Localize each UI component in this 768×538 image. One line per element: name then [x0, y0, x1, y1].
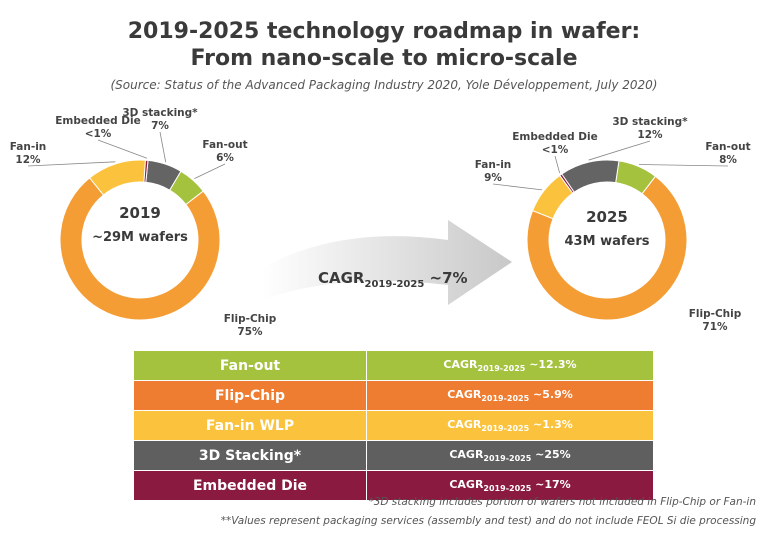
slice-pct-2019-flip-chip: 75% [237, 326, 263, 338]
cagr-row-value: CAGR2019-2025 ~25% [366, 440, 654, 471]
chart-title-line-2: From nano-scale to micro-scale [190, 46, 578, 71]
slice-name-2019-fan-in: Fan-in [10, 141, 47, 153]
slice-pct-2025-embedded-die: <1% [542, 144, 569, 156]
leader-line-2019-fan-out [194, 163, 226, 179]
arrow-cagr-label: CAGR2019-2025 ~7% [318, 269, 468, 290]
cagr-row-flip-chip: Flip-Chip CAGR2019-2025 ~5.9% [133, 380, 654, 411]
slice-pct-2025-3d-stacking: 12% [637, 129, 663, 141]
cagr-row-fan-in-wlp: Fan-in WLP CAGR2019-2025 ~1.3% [133, 410, 654, 441]
chart-title-line-1: 2019-2025 technology roadmap in wafer: [127, 19, 641, 44]
source-note: (Source: Status of the Advanced Packagin… [110, 78, 658, 92]
cagr-row-3d-stacking: 3D Stacking* CAGR2019-2025 ~25% [133, 440, 654, 471]
slice-pct-2025-fan-out: 8% [719, 154, 737, 166]
slice-name-2019-3d-stacking: 3D stacking* [122, 107, 198, 119]
footnote-values: **Values represent packaging services (a… [220, 515, 756, 527]
cagr-row-value: CAGR2019-2025 ~12.3% [366, 350, 654, 381]
leader-line-2025-fan-out [638, 164, 729, 167]
slice-name-2019-flip-chip: Flip-Chip [224, 313, 277, 325]
slice-pct-2019-fan-in: 12% [15, 154, 41, 166]
cagr-row-value: CAGR2019-2025 ~17% [366, 470, 654, 501]
donut-center-year-2025: 2025 [586, 208, 628, 226]
slice-pct-2019-fan-out: 6% [216, 152, 234, 164]
slice-name-2025-3d-stacking: 3D stacking* [612, 116, 688, 128]
slice-2025-3d-stacking [561, 159, 620, 193]
leader-line-2019-3d-stacking [159, 131, 167, 163]
slice-2019-embedded-die [143, 159, 149, 183]
growth-arrow [262, 220, 512, 305]
slice-name-2019-embedded-die: Embedded Die [55, 115, 141, 127]
leader-line-2019-fan-in [27, 161, 116, 167]
donut-center-value-2025: 43M wafers [565, 234, 650, 249]
leader-line-2019-embedded-die [97, 139, 148, 159]
cagr-row-label: Fan-out [133, 350, 367, 381]
cagr-row-label: Fan-in WLP [133, 410, 367, 441]
donut-center-year-2019: 2019 [119, 204, 161, 222]
cagr-row-label: Flip-Chip [133, 380, 367, 411]
slice-2019-flip-chip [59, 177, 221, 321]
slice-name-2019-fan-out: Fan-out [202, 139, 247, 151]
slice-pct-2025-flip-chip: 71% [702, 321, 728, 333]
footnote-3d-stacking: *3D stacking includes portion of wafers … [368, 496, 756, 508]
leader-line-2025-embedded-die [554, 155, 561, 174]
donut-center-value-2019: ~29M wafers [92, 230, 188, 245]
cagr-row-label: Embedded Die [133, 470, 367, 501]
slice-pct-2019-embedded-die: <1% [85, 128, 112, 140]
cagr-row-embedded-die: Embedded Die CAGR2019-2025 ~17% [133, 470, 654, 501]
cagr-table: Fan-out CAGR2019-2025 ~12.3% Flip-Chip CAGR… [133, 350, 654, 501]
cagr-row-value: CAGR2019-2025 ~1.3% [366, 410, 654, 441]
slice-name-2025-fan-out: Fan-out [705, 141, 750, 153]
slice-2025-flip-chip [526, 175, 688, 321]
slice-name-2025-fan-in: Fan-in [475, 159, 512, 171]
slice-name-2025-flip-chip: Flip-Chip [689, 308, 742, 320]
leader-line-2025-fan-in [492, 183, 543, 191]
cagr-row-fan-out: Fan-out CAGR2019-2025 ~12.3% [133, 350, 654, 381]
cagr-row-label: 3D Stacking* [133, 440, 367, 471]
slice-name-2025-embedded-die: Embedded Die [512, 131, 598, 143]
cagr-row-value: CAGR2019-2025 ~5.9% [366, 380, 654, 411]
slice-pct-2019-3d-stacking: 7% [151, 120, 169, 132]
slice-pct-2025-fan-in: 9% [484, 172, 502, 184]
leader-line-2025-3d-stacking [588, 140, 651, 161]
